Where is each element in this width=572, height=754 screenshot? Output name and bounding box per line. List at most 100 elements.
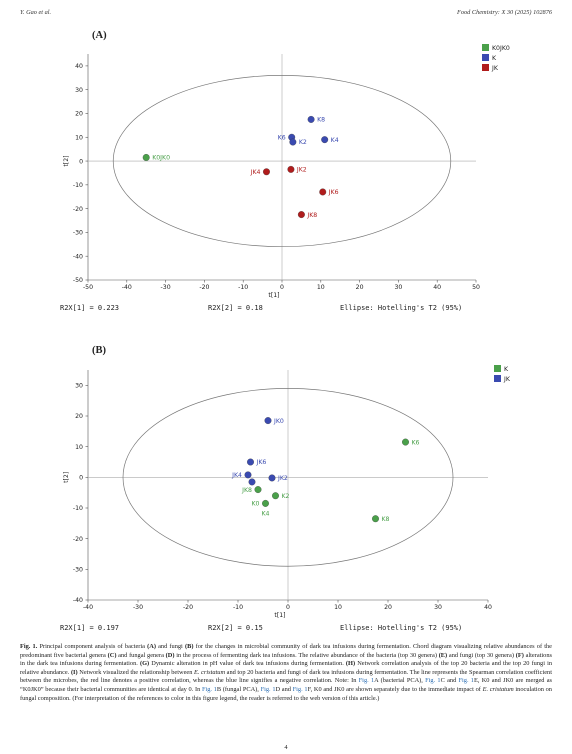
data-point-label: JK6 [256, 459, 267, 466]
x-tick-label: -30 [133, 604, 143, 611]
x-tick-label: 30 [434, 604, 442, 611]
data-point-label: K6 [278, 134, 286, 141]
y-tick-label: -10 [73, 182, 83, 189]
y-tick-label: 0 [79, 158, 83, 165]
y-tick-label: 40 [75, 63, 83, 70]
y-tick-label: 20 [75, 413, 83, 420]
figure-link[interactable]: Fig. 1 [260, 685, 276, 693]
y-tick-label: 0 [79, 475, 83, 482]
y-tick-label: 10 [75, 134, 83, 141]
x-tick-label: 10 [334, 604, 342, 611]
data-point [297, 211, 305, 219]
x-tick-label: 20 [384, 604, 392, 611]
data-point [319, 188, 327, 196]
y-tick-label: 20 [75, 111, 83, 118]
x-tick-label: 0 [280, 284, 284, 291]
data-point-label: JK6 [328, 189, 339, 196]
x-tick-label: -30 [161, 284, 171, 291]
y-tick-label: -10 [73, 505, 83, 512]
y-tick-label: -50 [73, 277, 83, 284]
x-tick-label: 30 [394, 284, 402, 291]
y-tick-label: 30 [75, 87, 83, 94]
x-tick-label: 20 [356, 284, 364, 291]
data-point [142, 154, 150, 161]
page-number: 4 [284, 744, 288, 751]
running-header-journal: Food Chemistry: X 30 (2025) 102876 [457, 9, 552, 16]
figure-link[interactable]: Fig. 1 [358, 677, 375, 685]
data-point [321, 136, 329, 144]
x-tick-label: 40 [433, 284, 441, 291]
x-axis-label: t[1] [274, 612, 285, 619]
panel-label-b: (B) [92, 345, 106, 356]
data-point-label: K4 [262, 510, 270, 517]
x-tick-label: 40 [484, 604, 492, 611]
data-point-label: K2 [299, 139, 307, 146]
y-tick-label: -30 [73, 567, 83, 574]
legend-label: JK [491, 65, 499, 72]
ellipse-stat: Ellipse: Hotelling's T2 (95%) [340, 624, 462, 632]
y-tick-label: -20 [73, 206, 83, 213]
data-point-label: JK4 [250, 169, 261, 176]
data-point [248, 478, 256, 486]
data-point-label: JK2 [277, 475, 288, 482]
figure-link[interactable]: Fig. 1 [292, 685, 308, 693]
x-tick-label: -40 [122, 284, 132, 291]
data-point [372, 515, 379, 523]
y-tick-label: -20 [73, 536, 83, 543]
data-point-label: K0JK0 [152, 155, 170, 162]
data-point [268, 474, 276, 482]
legend-swatch [494, 365, 501, 372]
data-point [264, 417, 272, 425]
data-point-label: JK4 [231, 472, 242, 479]
x-tick-label: -50 [83, 284, 93, 291]
legend-label: JK [503, 376, 511, 383]
data-point-label: K8 [382, 516, 390, 523]
r2x1-stat: R2X[1] = 0.223 [60, 304, 119, 312]
figure-link[interactable]: Fig. 1 [201, 685, 217, 693]
x-tick-label: -20 [183, 604, 193, 611]
figure-caption: Fig. 1. Principal component analysis of … [20, 643, 553, 702]
y-tick-label: -40 [73, 597, 83, 604]
ellipse-stat: Ellipse: Hotelling's T2 (95%) [340, 304, 462, 312]
legend-swatch [482, 44, 489, 51]
legend-label: K0JK0 [492, 45, 510, 52]
x-tick-label: 50 [472, 284, 480, 291]
running-header-authors: Y. Gao et al. [20, 9, 52, 16]
panel-label-a: (A) [92, 30, 107, 41]
x-tick-label: -10 [233, 604, 243, 611]
x-tick-label: 10 [317, 284, 325, 291]
x-tick-label: 0 [286, 604, 290, 611]
y-axis-label: t[2] [63, 472, 70, 483]
y-tick-label: 10 [75, 444, 83, 451]
data-point-label: JK2 [296, 167, 307, 174]
data-point-label: K4 [331, 137, 339, 144]
data-point-label: JK0 [273, 418, 284, 425]
data-point-label: K2 [282, 493, 290, 500]
figure-link[interactable]: Fig. 1 [425, 677, 441, 685]
legend-swatch [494, 375, 501, 382]
x-tick-label: -20 [199, 284, 209, 291]
data-point [244, 471, 252, 479]
data-point-label: JK8 [306, 212, 317, 219]
y-tick-label: -30 [73, 230, 83, 237]
figure-link[interactable]: Fig. 1 [458, 677, 474, 685]
data-point-label: K6 [412, 439, 420, 446]
r2x2-stat: R2X[2] = 0.15 [208, 624, 263, 632]
data-point-label: K0 [252, 501, 260, 508]
data-point [263, 168, 270, 176]
hotelling-ellipse [112, 75, 452, 248]
data-point [254, 486, 262, 494]
data-point [272, 492, 279, 500]
legend-swatch [482, 64, 489, 71]
legend-label: K [492, 55, 497, 62]
y-axis-label: t[2] [63, 155, 70, 166]
data-point [247, 458, 254, 466]
data-point-label: K8 [317, 117, 325, 124]
y-tick-label: -40 [73, 253, 83, 260]
legend-swatch [482, 54, 489, 61]
data-point [262, 499, 269, 507]
r2x1-stat: R2X[1] = 0.197 [60, 624, 119, 632]
legend-label: K [504, 366, 509, 373]
data-point [307, 115, 315, 123]
